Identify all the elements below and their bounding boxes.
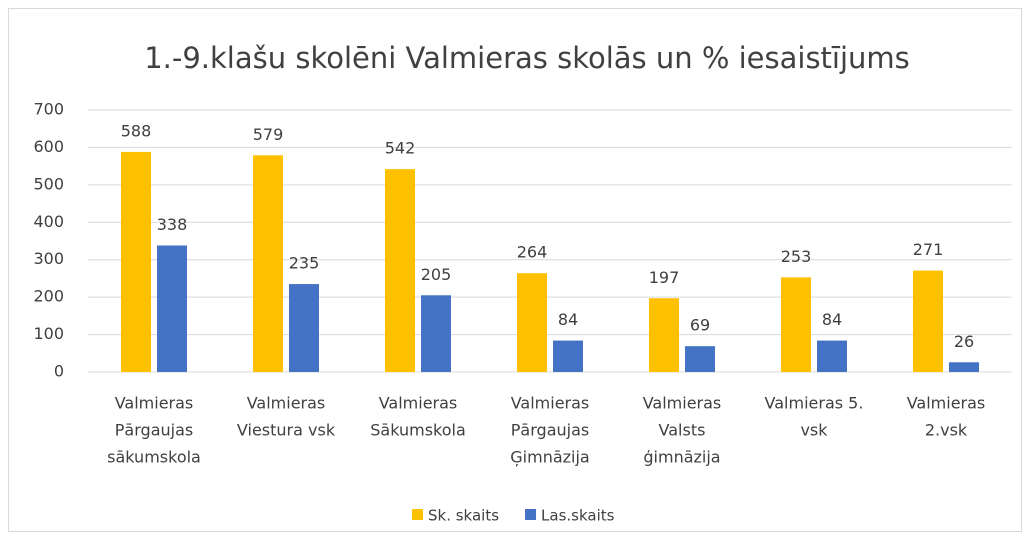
x-tick-label: Viestura vsk [237, 421, 336, 440]
y-tick-label: 300 [33, 249, 64, 268]
data-label: 542 [385, 139, 416, 158]
data-label: 588 [121, 121, 152, 140]
bar [421, 295, 451, 372]
bar [649, 298, 679, 372]
data-label: 205 [421, 265, 452, 284]
bar [385, 169, 415, 372]
legend-swatch [412, 509, 423, 520]
bar [781, 277, 811, 372]
bar [817, 340, 847, 372]
y-tick-label: 200 [33, 287, 64, 306]
bar [157, 245, 187, 372]
y-tick-label: 0 [54, 362, 64, 381]
data-label: 264 [517, 243, 548, 262]
data-label: 84 [822, 310, 842, 329]
data-label: 235 [289, 254, 320, 273]
x-tick-label: Pārgaujas [511, 421, 589, 440]
x-tick-label: vsk [800, 421, 828, 440]
bar [517, 273, 547, 372]
x-tick-label: Valmieras 5. [765, 394, 864, 413]
data-label: 253 [781, 247, 812, 266]
x-tick-label: Valsts [659, 421, 706, 440]
x-tick-label: Pārgaujas [115, 421, 193, 440]
x-tick-label: Valmieras [511, 394, 590, 413]
x-tick-label: Sākumskola [370, 421, 466, 440]
y-tick-label: 100 [33, 324, 64, 343]
legend-label: Sk. skaits [428, 507, 499, 525]
y-tick-label: 400 [33, 212, 64, 231]
data-label: 271 [913, 240, 944, 259]
x-tick-label: Ģimnāzija [510, 448, 589, 467]
x-tick-label: Valmieras [115, 394, 194, 413]
x-tick-label: ģimnāzija [643, 448, 720, 467]
y-tick-label: 700 [33, 100, 64, 119]
data-label: 338 [157, 215, 188, 234]
legend-label: Las.skaits [541, 507, 615, 525]
x-tick-label: Valmieras [643, 394, 722, 413]
data-label: 69 [690, 316, 710, 335]
y-tick-label: 600 [33, 137, 64, 156]
chart-title: 1.-9.klašu skolēni Valmieras skolās un %… [144, 41, 910, 75]
data-label: 197 [649, 268, 680, 287]
x-tick-label: 2.vsk [925, 421, 968, 440]
data-label: 26 [954, 332, 974, 351]
x-tick-label: Valmieras [379, 394, 458, 413]
bar [289, 284, 319, 372]
data-label: 84 [558, 310, 578, 329]
bar [121, 151, 151, 372]
bar [553, 340, 583, 372]
legend-swatch [525, 509, 537, 520]
bar [253, 155, 283, 372]
x-tick-label: sākumskola [107, 448, 201, 467]
bar [913, 270, 943, 372]
data-label: 579 [253, 125, 284, 144]
x-tick-label: Valmieras [907, 394, 986, 413]
bar [949, 362, 979, 372]
bar [685, 346, 715, 372]
y-tick-label: 500 [33, 174, 64, 193]
x-tick-label: Valmieras [247, 394, 326, 413]
